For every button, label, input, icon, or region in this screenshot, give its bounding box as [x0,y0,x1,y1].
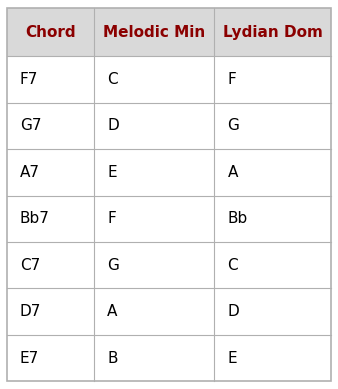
Bar [7,242,331,288]
Text: D: D [107,118,119,133]
Text: Bb: Bb [227,211,248,226]
Text: Lydian Dom: Lydian Dom [223,25,323,40]
Text: A7: A7 [20,165,40,180]
Text: C7: C7 [20,258,40,273]
Text: B: B [107,350,118,366]
Text: E: E [107,165,117,180]
Text: F7: F7 [20,72,38,87]
Bar [7,335,331,381]
Bar [7,149,331,196]
Bar [7,288,331,335]
Text: E: E [227,350,237,366]
Text: A: A [107,304,118,319]
Text: A: A [227,165,238,180]
Text: C: C [227,258,238,273]
Text: Chord: Chord [25,25,76,40]
Text: F: F [107,211,116,226]
Bar [7,103,331,149]
Text: G7: G7 [20,118,41,133]
Text: G: G [107,258,119,273]
Text: Melodic Min: Melodic Min [103,25,206,40]
Text: F: F [227,72,236,87]
Bar [7,196,331,242]
Text: D: D [227,304,239,319]
Text: C: C [107,72,118,87]
Text: G: G [227,118,239,133]
Text: D7: D7 [20,304,41,319]
Bar [7,8,331,56]
Text: E7: E7 [20,350,39,366]
Bar [7,56,331,103]
Text: Bb7: Bb7 [20,211,50,226]
